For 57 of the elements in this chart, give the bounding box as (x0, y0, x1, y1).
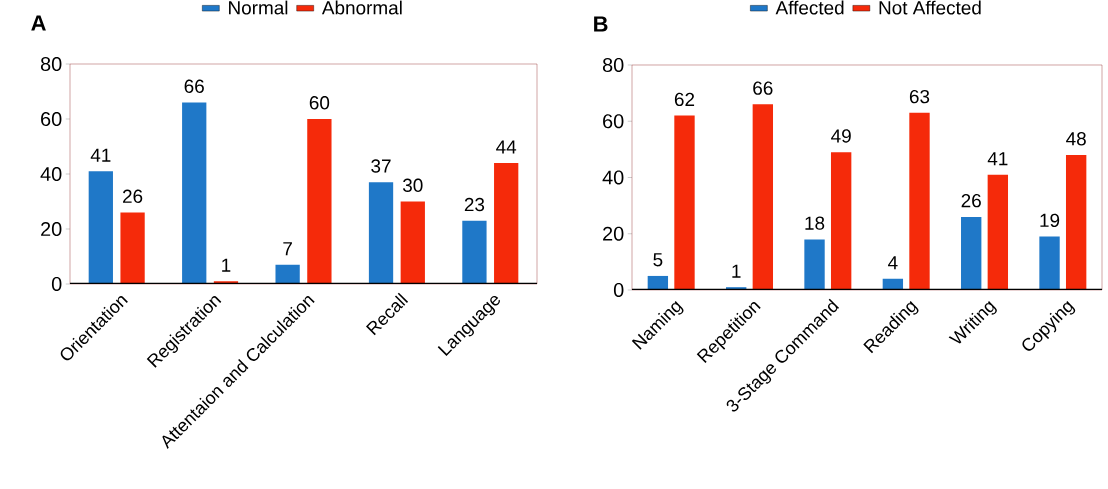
bar (674, 115, 695, 290)
chart-title: A (31, 15, 46, 31)
bar (752, 104, 774, 290)
y-tick-label: 0 (613, 282, 624, 298)
data-label: 48 (1066, 132, 1086, 146)
data-label: 66 (184, 79, 204, 93)
bar (307, 119, 332, 284)
bar (368, 182, 394, 284)
y-tick-label: 20 (41, 221, 62, 237)
y-tick-label: 20 (603, 226, 624, 241)
data-label: 30 (402, 178, 423, 192)
legend-label: Abnormal (321, 0, 402, 15)
bar (830, 152, 852, 290)
data-label: 63 (909, 89, 930, 104)
bar (647, 275, 669, 290)
data-label: 1 (732, 264, 741, 278)
data-label: 60 (309, 96, 330, 110)
data-label: 23 (464, 197, 485, 212)
bar (987, 174, 1009, 290)
data-label: 66 (753, 81, 773, 95)
data-label: 19 (1040, 213, 1060, 228)
data-label: 41 (987, 152, 1008, 166)
data-label: 37 (371, 159, 391, 173)
y-tick-label: 80 (40, 56, 62, 72)
data-label: 62 (674, 92, 695, 107)
bar (462, 220, 487, 284)
legend-label: Normal (229, 0, 288, 15)
data-label: 26 (123, 189, 143, 203)
legend-label: Affected (775, 0, 844, 15)
legend-label: Not Affected (879, 0, 981, 15)
data-label: 4 (888, 256, 898, 270)
bar (275, 264, 300, 284)
y-tick-label: 60 (603, 114, 624, 129)
data-label: 26 (961, 193, 981, 208)
bar (1039, 236, 1060, 290)
bar (804, 239, 825, 290)
data-label: 49 (831, 129, 851, 143)
chart-title: B (594, 16, 608, 32)
bar (400, 201, 425, 284)
bar (494, 163, 519, 284)
data-label: 41 (90, 148, 111, 162)
data-label: 7 (283, 242, 292, 256)
y-tick-label: 40 (40, 166, 62, 182)
y-tick-label: 60 (41, 111, 62, 127)
y-tick-label: 80 (602, 57, 624, 73)
bar (88, 171, 113, 284)
data-label: 44 (496, 140, 517, 154)
data-label: 1 (222, 258, 231, 272)
bar (120, 212, 145, 284)
bar (1065, 155, 1087, 290)
bar (909, 112, 930, 290)
y-tick-label: 40 (602, 170, 624, 185)
bar (182, 102, 207, 284)
data-label: 5 (653, 253, 663, 267)
data-label: 18 (805, 216, 825, 230)
bar (961, 216, 982, 290)
y-tick-label: 0 (51, 276, 62, 292)
